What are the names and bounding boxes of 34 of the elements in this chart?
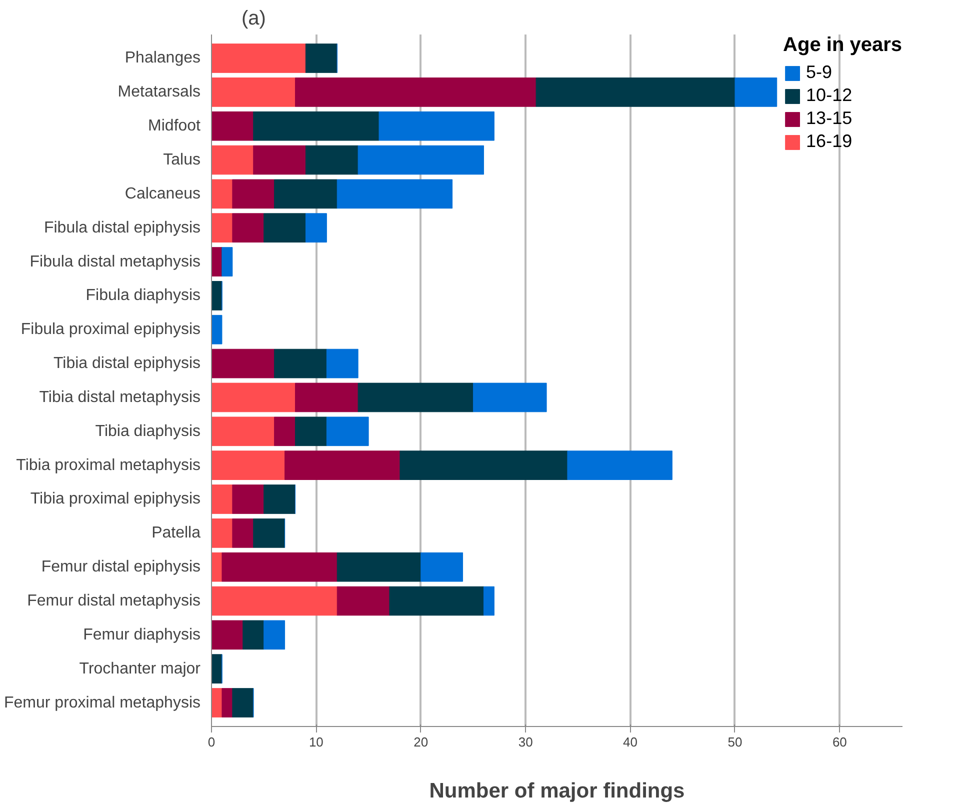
y-tick-label: Patella — [152, 524, 201, 542]
y-tick-label: Femur proximal metaphysis — [4, 694, 200, 712]
legend-label: 5-9 — [806, 62, 832, 83]
y-tick-label: Phalanges — [124, 50, 201, 67]
y-tick-label: Calcaneus — [124, 185, 201, 202]
y-tick-label: Fibula distal metaphysis — [30, 253, 201, 270]
legend-label: 10-12 — [806, 85, 852, 106]
legend-title: Age in years — [783, 34, 902, 57]
y-tick-label: Tibia distal epiphysis — [53, 355, 200, 372]
y-tick-label: Fibula distal epiphysis — [44, 219, 201, 236]
y-tick-label: Midfoot — [148, 118, 202, 135]
y-tick-label: Tibia distal metaphysis — [39, 388, 200, 406]
x-tick-label: 40 — [623, 734, 638, 750]
legend-label: 16-19 — [806, 131, 852, 152]
y-tick-label: Talus — [163, 152, 201, 169]
y-tick-label: Femur distal metaphysis — [27, 592, 200, 610]
x-tick-label: 10 — [308, 734, 324, 750]
x-tick-label: 0 — [208, 734, 216, 750]
y-tick-label: Tibia diaphysis — [95, 422, 200, 440]
y-tick-label: Fibula diaphysis — [86, 287, 201, 304]
text: (a) — [242, 8, 266, 30]
y-tick-label: Fibula proximal epiphysis — [20, 321, 201, 338]
y-tick-label: Tibia proximal epiphysis — [30, 490, 200, 508]
y-tick-label: Femur diaphysis — [83, 626, 200, 644]
x-tick-label: 50 — [728, 734, 742, 750]
x-axis-title: Number of major findings — [429, 780, 685, 802]
x-tick-label: 20 — [414, 734, 428, 750]
y-tick-label: Trochanter major — [79, 660, 202, 678]
x-tick-label: 60 — [832, 734, 847, 750]
legend-label: 13-15 — [806, 108, 852, 129]
x-tick-label: 30 — [518, 734, 533, 750]
y-tick-label: Metatarsals — [118, 84, 201, 101]
y-tick-label: Femur distal epiphysis — [41, 558, 200, 576]
y-tick-label: Tibia proximal metaphysis — [16, 456, 200, 474]
